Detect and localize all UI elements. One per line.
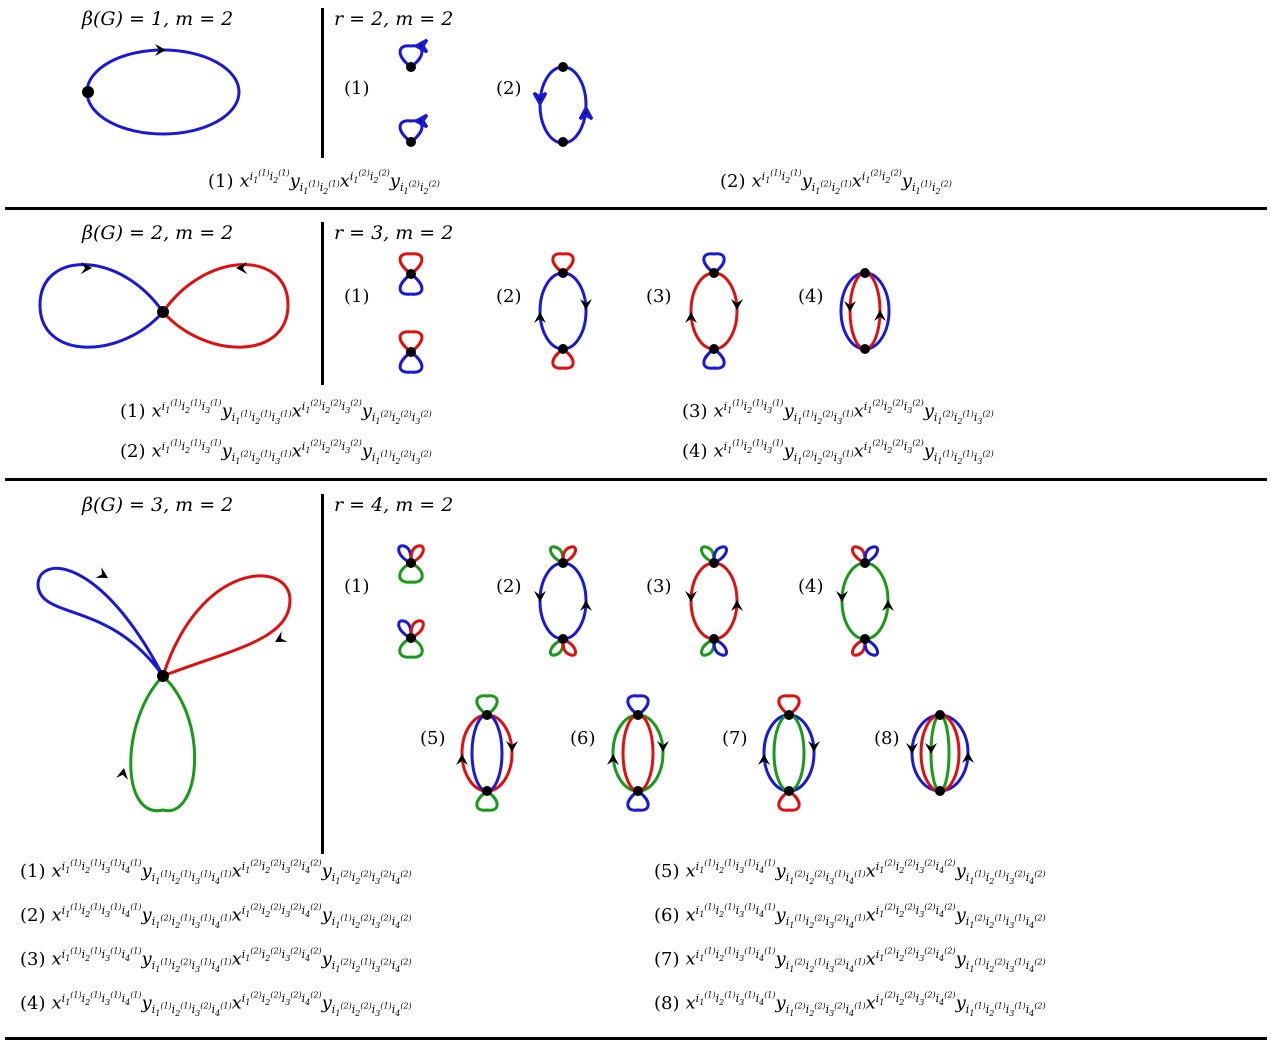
- formula-line: (2) xi1(1)i2(1)i3(1)i4(1)yi1(2)i2(1)i3(1)…: [20, 902, 412, 931]
- diagram-r3-3: [685, 252, 743, 370]
- formula-line: (1) xi1(1)i2(1)i3(1)yi1(1)i2(1)i3(1)xi1(2…: [120, 398, 432, 427]
- diagram-number: (1): [344, 78, 370, 99]
- three-petal-graph: [36, 566, 292, 813]
- diagram-number: (5): [420, 728, 446, 749]
- diagram-number: (4): [798, 286, 824, 307]
- diagram-number: (2): [496, 576, 522, 597]
- vertical-divider-3: [321, 494, 324, 854]
- formula-line: (2) xi1(1)i2(1)i3(1)yi1(2)i2(1)i3(1)xi1(2…: [120, 438, 432, 467]
- graph-label-2: β(G) = 2, m = 2: [82, 222, 234, 244]
- diagram-number: (3): [646, 286, 672, 307]
- diagram-r4-2: [534, 545, 592, 657]
- case-label-2: r = 3, m = 2: [334, 222, 454, 244]
- figure-eight-graph: [38, 262, 290, 349]
- single-loop-graph: [82, 44, 241, 136]
- diagram-r4-4: [836, 545, 894, 657]
- case-label-3: r = 4, m = 2: [334, 494, 454, 516]
- diagram-r4-1: [397, 544, 425, 659]
- section-divider-1: [5, 207, 1267, 210]
- diagram-r4-6: [607, 694, 669, 812]
- diagram-number: (3): [646, 576, 672, 597]
- graph-label-1: β(G) = 1, m = 2: [82, 8, 234, 30]
- section-divider-3: [5, 1037, 1267, 1040]
- diagram-r4-3: [685, 545, 743, 657]
- formula-line: (7) xi1(1)i2(1)i3(1)i4(1)yi1(2)i2(1)i3(2)…: [654, 946, 1046, 975]
- diagram-r2-2: [532, 62, 594, 147]
- formula-line: (3) xi1(1)i2(1)i3(1)i4(1)yi1(1)i2(2)i3(1)…: [20, 946, 412, 975]
- diagram-r3-4: [839, 268, 891, 354]
- formula-line: (3) xi1(1)i2(1)i3(1)yi1(1)i2(2)i3(1)xi1(2…: [682, 398, 994, 427]
- diagram-number: (7): [722, 728, 748, 749]
- formula-line: (5) xi1(1)i2(1)i3(1)i4(1)yi1(2)i2(2)i3(1)…: [654, 858, 1046, 887]
- vertical-divider-1: [321, 8, 324, 158]
- diagram-number: (6): [570, 728, 596, 749]
- formula-line: (6) xi1(1)i2(1)i3(1)i4(1)yi1(1)i2(2)i3(2)…: [654, 902, 1046, 931]
- diagram-number: (4): [798, 576, 824, 597]
- formula-line: (2) xi1(1)i2(1)yi1(2)i2(1)xi1(2)i2(2)yi1(…: [720, 168, 952, 197]
- diagram-r4-7: [758, 694, 820, 812]
- diagram-r3-2: [534, 252, 592, 370]
- vertical-divider-2: [321, 222, 324, 385]
- diagram-number: (1): [344, 576, 370, 597]
- case-label-1: r = 2, m = 2: [334, 8, 454, 30]
- formula-line: (1) xi1(1)i2(1)yi1(1)i2(1)xi1(2)i2(2)yi1(…: [208, 168, 440, 197]
- diagram-number: (2): [496, 78, 522, 99]
- diagram-r2-1: [398, 38, 429, 147]
- diagram-number: (8): [874, 728, 900, 749]
- diagram-r3-1: [398, 252, 424, 374]
- formula-line: (8) xi1(1)i2(1)i3(1)i4(1)yi1(2)i2(2)i3(2)…: [654, 990, 1046, 1019]
- formula-line: (4) xi1(1)i2(1)i3(1)i4(1)yi1(1)i2(1)i3(2)…: [20, 990, 412, 1019]
- diagram-r4-5: [456, 694, 518, 812]
- diagram-r4-8: [906, 710, 974, 796]
- graph-label-3: β(G) = 3, m = 2: [82, 494, 234, 516]
- diagram-number: (1): [344, 286, 370, 307]
- diagram-number: (2): [496, 286, 522, 307]
- formula-line: (4) xi1(1)i2(1)i3(1)yi1(2)i2(2)i3(1)xi1(2…: [682, 438, 994, 467]
- formula-line: (1) xi1(1)i2(1)i3(1)i4(1)yi1(1)i2(1)i3(1)…: [20, 858, 412, 887]
- section-divider-2: [5, 478, 1267, 481]
